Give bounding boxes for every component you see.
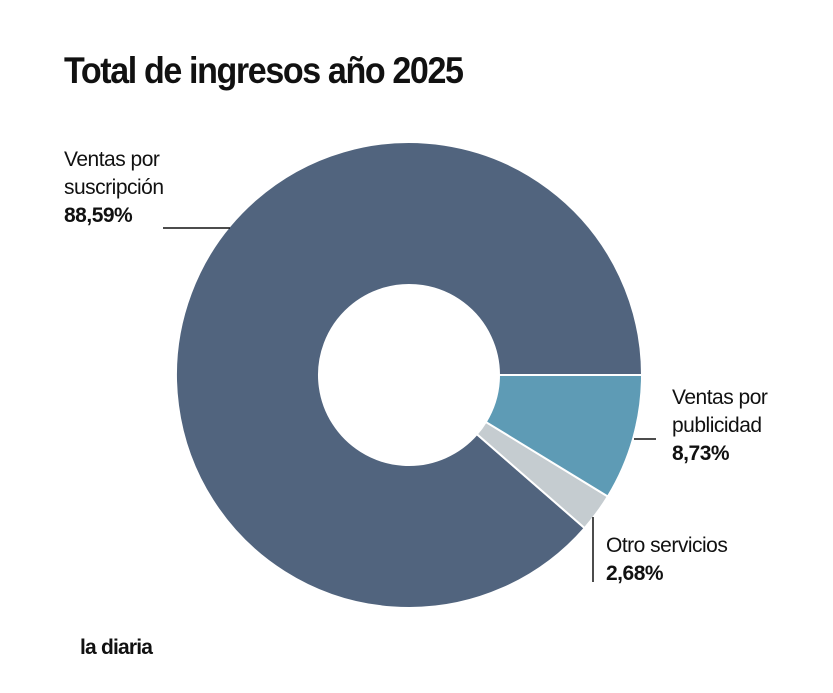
label-publicidad: Ventas por publicidad 8,73% [672, 384, 768, 468]
label-otros: Otro servicios 2,68% [606, 532, 728, 588]
label-text: publicidad [672, 414, 762, 437]
brand-logo: la diaria [80, 636, 153, 659]
data-label: 2,68% [606, 562, 664, 585]
slice-2 [175, 141, 644, 609]
slice-1 [475, 420, 610, 530]
data-label: 8,73% [672, 442, 730, 465]
label-suscripcion: Ventas por suscripción 88,59% [64, 146, 164, 230]
data-label: 88,59% [64, 204, 133, 227]
label-text: Ventas por [64, 148, 160, 171]
label-text: suscripción [64, 176, 164, 199]
label-text: Ventas por [672, 386, 768, 409]
slice-0 [484, 374, 644, 498]
label-text: Otro servicios [606, 534, 728, 557]
chart-title: Total de ingresos año 2025 [64, 50, 464, 91]
